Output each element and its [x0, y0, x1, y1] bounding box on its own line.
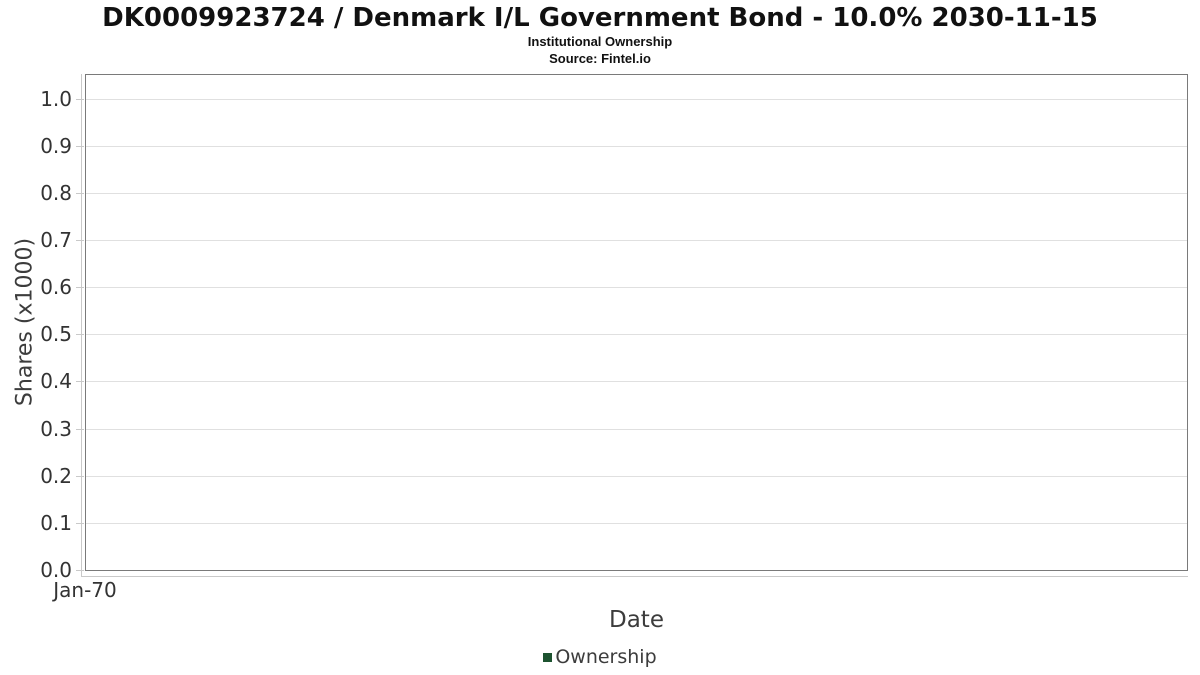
legend-marker-icon: [543, 652, 553, 662]
y-tick-mark: [76, 570, 84, 571]
gridline: [86, 146, 1187, 147]
y-tick-label: 0.1: [40, 511, 72, 535]
gridline: [86, 287, 1187, 288]
x-tick-label: Jan-70: [53, 578, 117, 602]
y-tick-label: 0.3: [40, 417, 72, 441]
chart-title: DK0009923724 / Denmark I/L Government Bo…: [102, 3, 1098, 33]
x-axis-title: Date: [609, 607, 664, 633]
y-tick-label: 0.9: [40, 134, 72, 158]
gridline: [86, 523, 1187, 524]
y-tick-mark: [76, 381, 84, 382]
y-axis: 0.0 0.1 0.2 0.3 0.4 0.5 0.6 0.7 0.8 0.9 1.0: [0, 74, 85, 582]
chart-source: Source: Fintel.io: [549, 51, 651, 66]
y-tick-label: 0.6: [40, 275, 72, 299]
plot-area: [85, 74, 1188, 571]
gridline: [86, 476, 1187, 477]
gridline: [86, 381, 1187, 382]
x-axis-line: [81, 576, 1188, 577]
gridline: [86, 99, 1187, 100]
gridline: [86, 334, 1187, 335]
legend-label: Ownership: [555, 646, 657, 668]
gridline: [86, 240, 1187, 241]
y-tick-mark: [76, 429, 84, 430]
y-tick-mark: [76, 240, 84, 241]
y-tick-label: 0.5: [40, 322, 72, 346]
chart-subtitle: Institutional Ownership: [527, 34, 673, 49]
y-tick-label: 0.4: [40, 369, 72, 393]
y-tick-mark: [76, 193, 84, 194]
legend: Ownership: [0, 646, 1200, 668]
y-tick-mark: [76, 146, 84, 147]
gridline: [86, 429, 1187, 430]
y-tick-mark: [76, 99, 84, 100]
y-tick-label: 1.0: [40, 87, 72, 111]
y-tick-mark: [76, 287, 84, 288]
gridline: [86, 193, 1187, 194]
y-tick-mark: [76, 523, 84, 524]
y-tick-label: 0.8: [40, 181, 72, 205]
y-tick-mark: [76, 476, 84, 477]
y-tick-label: 0.0: [40, 558, 72, 582]
y-axis-line: [81, 74, 82, 577]
y-tick-mark: [76, 334, 84, 335]
y-tick-label: 0.2: [40, 464, 72, 488]
y-tick-label: 0.7: [40, 228, 72, 252]
